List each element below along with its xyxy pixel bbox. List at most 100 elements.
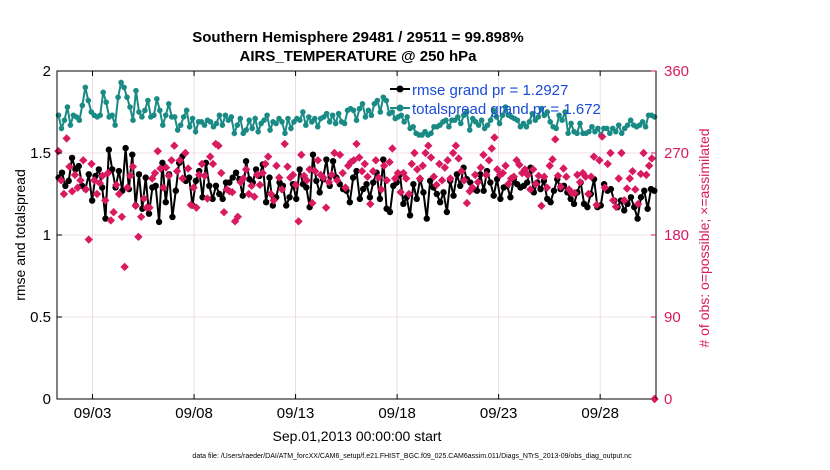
totalspread-point xyxy=(201,122,208,128)
rmse-point xyxy=(567,195,574,203)
totalspread-point xyxy=(133,87,139,94)
rmse-point xyxy=(537,185,544,193)
rmse-point xyxy=(627,194,635,201)
obs-count-point xyxy=(183,164,193,173)
obs-count-point xyxy=(379,161,389,170)
obs-count-point xyxy=(87,159,96,169)
y-left-tick-label: 1.5 xyxy=(30,145,51,162)
obs-count-point xyxy=(542,183,552,192)
obs-count-point xyxy=(241,165,251,174)
obs-count-point xyxy=(181,148,190,158)
obs-count-point xyxy=(59,189,69,199)
totalspread-point xyxy=(538,105,545,112)
obs-count-point xyxy=(283,162,292,171)
obs-count-point xyxy=(545,161,554,170)
rmse-point xyxy=(192,177,200,185)
totalspread-point xyxy=(231,130,238,137)
x-axis-label: Sep.01,2013 00:00:00 start xyxy=(273,428,442,444)
totalspread-point xyxy=(303,122,309,128)
obs-count-point xyxy=(523,170,532,180)
rmse-point xyxy=(172,187,179,194)
rmse-point xyxy=(109,166,116,173)
obs-count-point xyxy=(258,168,267,178)
data-file-footnote: data file: /Users/raeder/DAI/ATM_forcXX/… xyxy=(192,453,632,460)
obs-count-point xyxy=(470,170,480,180)
rmse-point xyxy=(420,189,427,196)
totalspread-point xyxy=(577,120,583,127)
obs-count-point xyxy=(150,168,160,178)
obs-count-point xyxy=(170,141,179,150)
totalspread-point xyxy=(142,107,148,114)
totalspread-point xyxy=(604,125,610,132)
totalspread-point xyxy=(493,114,500,120)
obs-count-point xyxy=(404,189,414,199)
rmse-point xyxy=(293,195,300,203)
totalspread-point xyxy=(458,120,464,127)
rmse-point xyxy=(145,210,153,217)
obs-count-point xyxy=(448,148,458,158)
totalspread-point xyxy=(556,112,562,119)
rmse-point xyxy=(570,200,578,208)
rmse-point xyxy=(550,187,558,194)
obs-count-point xyxy=(217,168,226,178)
rmse-point xyxy=(122,144,129,152)
obs-count-point xyxy=(553,171,563,180)
obs-count-point xyxy=(175,156,185,165)
obs-count-point xyxy=(355,153,364,162)
legend-spread-label: totalspread grand pr = 1.672 xyxy=(412,101,601,118)
obs-count-point xyxy=(377,185,386,194)
rmse-point xyxy=(507,194,514,201)
obs-count-point xyxy=(556,182,565,191)
series-layer xyxy=(54,79,659,404)
rmse-point xyxy=(115,167,123,175)
obs-count-point xyxy=(266,189,276,199)
rmse-point xyxy=(386,208,394,216)
obs-count-point xyxy=(540,172,549,181)
totalspread-point xyxy=(154,96,160,102)
x-tick-label: 09/23 xyxy=(480,405,518,422)
totalspread-point xyxy=(484,122,491,128)
obs-count-point xyxy=(335,150,345,160)
obs-count-point xyxy=(330,148,339,158)
rmse-point xyxy=(309,151,317,158)
totalspread-point xyxy=(97,112,104,119)
totalspread-point xyxy=(124,94,130,101)
obs-count-point xyxy=(385,157,394,167)
obs-count-point xyxy=(101,196,110,205)
totalspread-point xyxy=(341,120,348,127)
totalspread-point xyxy=(523,123,530,130)
totalspread-point xyxy=(100,89,106,96)
rmse-point xyxy=(547,199,554,206)
totalspread-point xyxy=(466,127,473,133)
obs-count-point xyxy=(595,156,604,165)
obs-count-point xyxy=(321,203,331,212)
totalspread-point xyxy=(252,115,258,122)
obs-count-point xyxy=(109,208,118,217)
rmse-point xyxy=(232,169,240,176)
obs-count-point xyxy=(639,148,648,158)
legend-spread-marker xyxy=(396,104,404,112)
totalspread-point xyxy=(112,122,118,128)
totalspread-point xyxy=(574,130,580,137)
totalspread-point xyxy=(455,114,461,120)
obs-count-point xyxy=(341,183,350,192)
obs-count-point xyxy=(479,150,488,160)
rmse-point xyxy=(316,189,323,196)
obs-count-point xyxy=(164,171,173,180)
obs-count-point xyxy=(280,139,289,149)
totalspread-point xyxy=(332,120,339,127)
y-right-tick-label: 0 xyxy=(664,391,672,408)
totalspread-point xyxy=(306,114,312,120)
rmse-point xyxy=(644,205,651,212)
obs-count-point xyxy=(393,168,403,178)
obs-count-point xyxy=(531,179,541,189)
obs-count-point xyxy=(363,172,372,181)
obs-count-point xyxy=(275,173,284,182)
totalspread-point xyxy=(139,114,145,120)
rmse-point xyxy=(487,179,494,186)
rmse-point xyxy=(296,166,303,173)
obs-count-point xyxy=(559,164,568,173)
totalspread-point xyxy=(595,125,601,132)
obs-count-point xyxy=(368,167,378,176)
